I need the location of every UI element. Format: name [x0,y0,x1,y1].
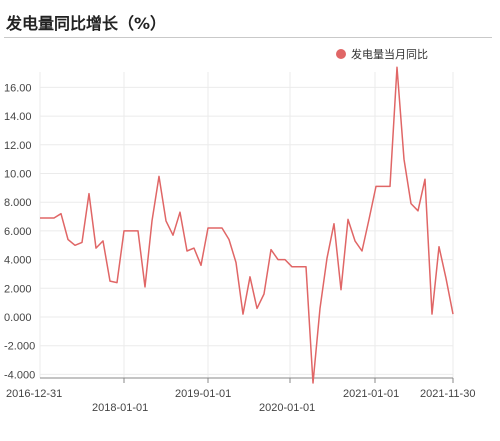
y-tick-label: 12.00 [4,140,32,152]
series-line [40,66,454,384]
legend-marker-icon [336,49,346,59]
x-tick-label: 2021-01-01 [343,388,399,400]
x-tick-label: 2018-01-01 [92,402,148,414]
x-tick-label: 2016-12-31 [6,388,62,400]
y-tick-label: 0.000 [4,312,32,324]
y-tick-label: 16.00 [4,82,32,94]
axis-layer [40,377,454,383]
y-tick-label: -4.000 [4,369,35,381]
chart-title: 发电量同比增长（%） [6,14,167,33]
y-tick-label: 8.000 [4,197,32,209]
grid-layer [39,72,454,378]
x-tick-label: 2020-01-01 [259,402,315,414]
chart-legend[interactable]: 发电量当月同比 [336,46,428,62]
y-tick-label: 4.000 [4,255,32,267]
series-layer [40,66,454,384]
title-divider [4,37,492,38]
y-tick-label: -2.000 [4,341,35,353]
y-tick-label: 14.00 [4,111,32,123]
y-tick-label: 2.000 [4,283,32,295]
y-tick-label: 6.000 [4,226,32,238]
x-tick-label: 2019-01-01 [175,388,231,400]
y-tick-label: 10.00 [4,169,32,181]
legend-label: 发电量当月同比 [351,48,428,61]
x-tick-label: 2021-11-30 [420,388,475,400]
label-layer: -4.000 -2.000 0.000 2.000 4.000 6.000 8.000 10.… [4,82,475,414]
